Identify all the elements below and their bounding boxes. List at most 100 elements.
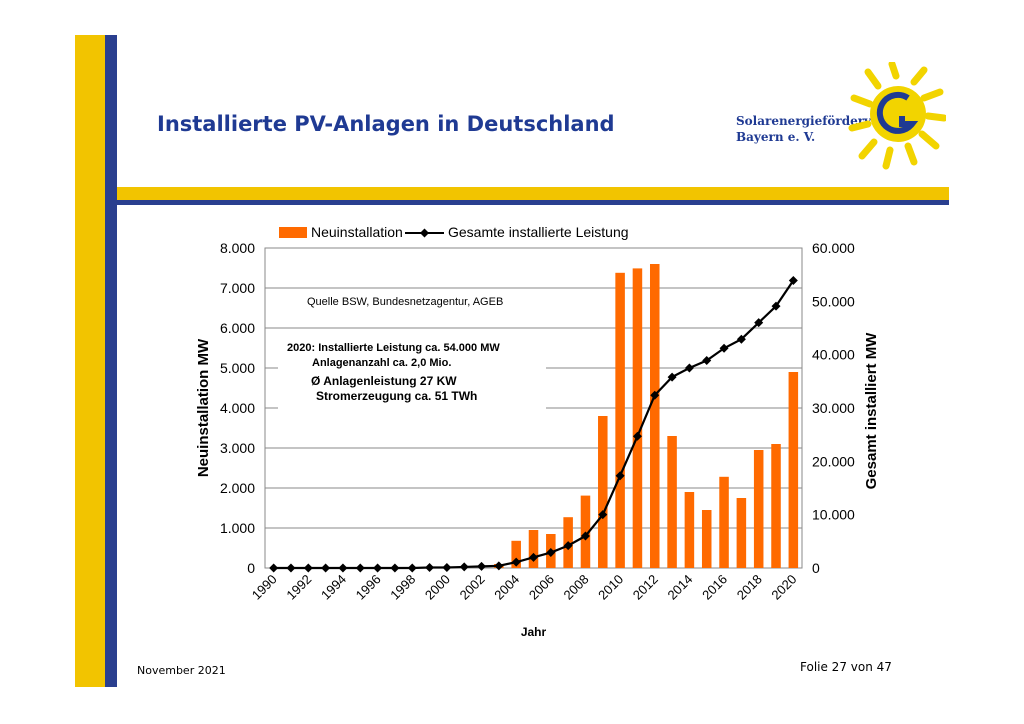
y-tick-label-right: 60.000: [812, 240, 855, 256]
bar-neuinstallation: [511, 540, 521, 568]
annotation-box: [278, 337, 546, 409]
annotation-text: Ø Anlagenleistung 27 KW: [311, 374, 457, 388]
point-gesamt-leistung: [511, 557, 521, 567]
point-gesamt-leistung: [529, 552, 538, 562]
point-gesamt-leistung: [598, 510, 608, 520]
bar-neuinstallation: [667, 436, 677, 568]
point-gesamt-leistung: [580, 531, 590, 541]
y-axis-title-left: Neuinstallation MW: [195, 338, 212, 477]
x-tick-label: 1996: [353, 572, 384, 603]
y-tick-label-right: 20.000: [812, 453, 855, 469]
x-tick-label: 2014: [664, 572, 695, 603]
accent-bar-blue-vertical: [105, 35, 117, 687]
point-gesamt-leistung: [719, 343, 729, 353]
accent-bar-yellow-horizontal: [117, 187, 949, 200]
x-tick-label: 1992: [283, 572, 314, 603]
bar-neuinstallation: [598, 416, 608, 568]
slide-title: Installierte PV-Anlagen in Deutschland: [157, 112, 615, 136]
bar-neuinstallation: [753, 450, 764, 568]
line-gesamt-leistung: [273, 279, 795, 570]
y-tick-label-left: 5.000: [220, 360, 255, 376]
x-axis-title: Jahr: [521, 625, 547, 639]
point-gesamt-leistung: [650, 390, 660, 400]
point-gesamt-leistung: [788, 276, 798, 286]
point-gesamt-leistung: [702, 356, 712, 366]
bar-neuinstallation: [771, 444, 781, 568]
x-tick-label: 2006: [526, 572, 557, 603]
x-tick-label: 2012: [630, 572, 661, 603]
footer-page-number: Folie 27 von 47: [800, 660, 892, 674]
bar-neuinstallation: [615, 272, 625, 568]
point-gesamt-leistung: [459, 562, 469, 572]
point-gesamt-leistung: [632, 431, 642, 441]
point-gesamt-leistung: [286, 563, 296, 573]
bar-neuinstallation: [528, 530, 539, 568]
y-tick-label-left: 6.000: [220, 320, 255, 336]
x-tick-label: 2016: [699, 572, 730, 603]
point-gesamt-leistung: [269, 563, 279, 573]
org-name-line2: Bayern e. V.: [736, 130, 816, 144]
y-tick-label-left: 1.000: [220, 520, 255, 536]
point-gesamt-leistung: [494, 561, 504, 571]
legend-label-neuinstallation: Neuinstallation: [311, 224, 403, 240]
y-tick-label-right: 30.000: [812, 400, 855, 416]
y-tick-label-right: 40.000: [812, 347, 855, 363]
y-tick-label-left: 4.000: [220, 400, 255, 416]
annotation-text: 2020: Installierte Leistung ca. 54.000 M…: [287, 342, 500, 354]
y-tick-label-left: 7.000: [220, 280, 255, 296]
y-tick-label-left: 8.000: [220, 240, 255, 256]
point-gesamt-leistung: [442, 562, 452, 572]
accent-bar-blue-horizontal: [117, 200, 949, 205]
point-gesamt-leistung: [736, 334, 746, 344]
bar-neuinstallation: [788, 372, 799, 568]
y-tick-label-left: 3.000: [220, 440, 255, 456]
point-gesamt-leistung: [546, 548, 556, 558]
y-tick-label-left: 0: [247, 560, 255, 576]
footer-date: November 2021: [137, 664, 226, 677]
y-tick-label-right: 50.000: [812, 293, 855, 309]
x-tick-label: 2008: [561, 572, 592, 603]
annotation-text: Stromerzeugung ca. 51 TWh: [316, 389, 477, 403]
accent-bar-yellow-vertical: [75, 35, 105, 687]
x-tick-label: 2004: [491, 572, 522, 603]
x-tick-label: 1994: [318, 572, 349, 603]
bar-neuinstallation: [736, 498, 747, 568]
point-gesamt-leistung: [303, 563, 313, 573]
x-tick-label: 2020: [768, 572, 799, 603]
x-tick-label: 2000: [422, 572, 453, 603]
x-tick-label: 2018: [734, 572, 765, 603]
x-tick-label: 2002: [457, 572, 488, 603]
point-gesamt-leistung: [563, 541, 573, 551]
y-tick-label-left: 2.000: [220, 480, 255, 496]
point-gesamt-leistung: [390, 563, 400, 573]
point-gesamt-leistung: [615, 471, 625, 481]
sun-logo-icon: [848, 62, 946, 170]
bar-neuinstallation: [649, 264, 660, 568]
legend-marker-gesamt: [420, 228, 429, 238]
legend-label-gesamt: Gesamte installierte Leistung: [448, 224, 629, 240]
annotation-text: Anlagenanzahl ca. 2,0 Mio.: [312, 357, 451, 369]
point-gesamt-leistung: [425, 562, 435, 572]
point-gesamt-leistung: [477, 561, 487, 571]
point-gesamt-leistung: [771, 301, 781, 311]
y-tick-label-right: 10.000: [812, 507, 855, 523]
point-gesamt-leistung: [373, 563, 383, 573]
bar-neuinstallation: [684, 492, 695, 568]
bar-neuinstallation: [632, 268, 643, 568]
point-gesamt-leistung: [407, 563, 417, 573]
x-tick-label: 2010: [595, 572, 626, 603]
point-gesamt-leistung: [338, 563, 348, 573]
point-gesamt-leistung: [355, 563, 365, 573]
bar-neuinstallation: [719, 476, 729, 568]
y-axis-title-right: Gesamt installiert MW: [863, 332, 880, 490]
point-gesamt-leistung: [321, 563, 331, 573]
bar-neuinstallation: [701, 510, 712, 568]
point-gesamt-leistung: [684, 363, 694, 373]
x-tick-label: 1998: [387, 572, 418, 603]
point-gesamt-leistung: [754, 318, 764, 328]
annotation-source: Quelle BSW, Bundesnetzagentur, AGEB: [307, 296, 503, 308]
x-tick-label: 1990: [249, 572, 280, 603]
y-tick-label-right: 0: [812, 560, 820, 576]
point-gesamt-leistung: [667, 372, 677, 382]
